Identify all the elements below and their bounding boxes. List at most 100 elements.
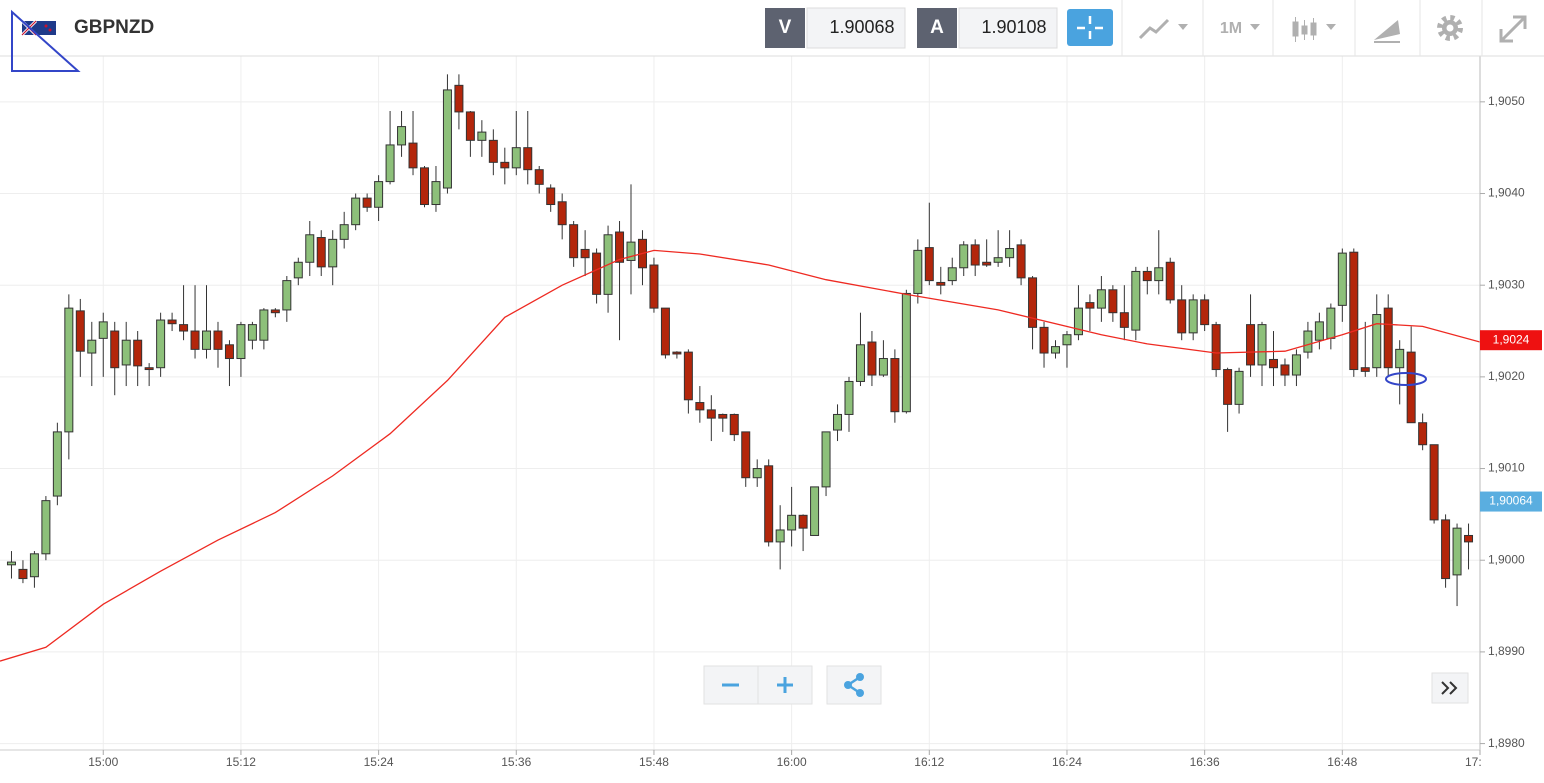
candle-body: [385, 144, 395, 183]
candle-style-button[interactable]: [1292, 17, 1336, 42]
y-axis-panel: [1480, 56, 1544, 783]
zoom-in-button[interactable]: [757, 665, 813, 705]
axes: 1,8980 1,8990 1,9000 1,9010 1,9020 1,9030 1,90…: [88, 94, 1544, 783]
candle-body: [1291, 354, 1301, 376]
candle-body: [1223, 369, 1233, 405]
candle-body: [41, 500, 51, 555]
candle-body: [339, 224, 349, 240]
candle-body: [488, 139, 498, 163]
candle-body: [833, 413, 843, 431]
annotation-triangle: [11, 9, 81, 72]
candle-body: [465, 111, 475, 141]
ask-button[interactable]: A 1.90108: [917, 7, 1058, 49]
ask-price: 1.90108: [981, 17, 1046, 37]
candle-body: [775, 529, 785, 543]
candle-body: [913, 249, 923, 294]
candle-body: [695, 402, 705, 411]
candle-body: [1119, 312, 1129, 328]
scroll-right-button[interactable]: [1431, 672, 1469, 704]
candle-body: [557, 201, 567, 226]
candle-body: [844, 380, 854, 415]
candle-body: [6, 561, 16, 566]
y-tick-label: 1,8980: [1488, 736, 1525, 750]
drawing-tools-button[interactable]: [1374, 20, 1400, 43]
candle-body: [901, 292, 911, 413]
y-tick-label: 1,9010: [1488, 461, 1525, 475]
candle-body: [144, 367, 154, 371]
candle-body: [121, 339, 131, 366]
candle-body: [1234, 370, 1244, 405]
moving-average: [0, 249, 1480, 662]
candle-body: [202, 330, 212, 350]
plot-area: [0, 74, 1480, 662]
candle-body: [1062, 334, 1072, 346]
settings-button[interactable]: [1437, 15, 1463, 41]
candle-body: [397, 126, 407, 146]
symbol-title: GBPNZD: [74, 17, 154, 38]
candle-body: [1131, 270, 1141, 331]
candle-body: [64, 307, 74, 433]
candle-body: [1464, 534, 1474, 543]
candle-body: [947, 267, 957, 282]
candle-body: [351, 197, 361, 226]
fullscreen-button[interactable]: [1499, 15, 1527, 43]
candle-body: [1360, 367, 1370, 372]
x-tick-label: 15:36: [501, 755, 531, 769]
candle-body: [569, 224, 579, 259]
y-tick-label: 1,9020: [1488, 369, 1525, 383]
price-marker: [1480, 330, 1542, 351]
candle-body: [615, 231, 625, 263]
candle-body: [523, 147, 533, 171]
x-tick-label: 16:12: [914, 755, 944, 769]
candle-body: [75, 310, 85, 352]
candle-body: [1303, 330, 1313, 353]
share-button[interactable]: [826, 665, 882, 705]
candle-body: [156, 319, 166, 369]
candle-body: [706, 409, 716, 419]
candle-body: [1406, 351, 1416, 424]
candle-body: [1257, 324, 1267, 366]
candle-body: [1326, 307, 1336, 339]
candle-body: [752, 468, 762, 479]
zoom-out-button[interactable]: [703, 665, 759, 705]
bid-label: V: [779, 17, 792, 38]
candle-body: [1280, 364, 1290, 376]
candle-body: [477, 131, 487, 141]
x-tick-label: 15:12: [226, 755, 256, 769]
candle-body: [764, 465, 774, 543]
price-marker-label: 1,9024: [1493, 332, 1530, 346]
candle-body: [1142, 270, 1152, 282]
candle-body: [236, 324, 246, 360]
candle-body: [1395, 348, 1405, 369]
candle-body: [1188, 299, 1198, 334]
bid-button[interactable]: V 1.90068: [765, 7, 906, 49]
x-tick-label: 15:00: [88, 755, 118, 769]
candle-body: [924, 247, 934, 282]
candle-body: [454, 84, 464, 113]
candle-body: [328, 238, 338, 268]
candle-body: [878, 358, 888, 376]
candle-body: [741, 431, 751, 479]
candle-body: [500, 161, 510, 169]
candle-body: [167, 319, 177, 325]
candle-body: [1441, 519, 1451, 580]
candle-body: [282, 280, 292, 311]
chart-type-button[interactable]: [1138, 18, 1188, 40]
candle-body: [546, 187, 556, 206]
x-tick-label: 15:48: [639, 755, 669, 769]
candle-body: [1372, 314, 1382, 369]
candle-body: [442, 89, 452, 189]
candle-body: [87, 339, 97, 354]
candle-body: [649, 264, 659, 309]
candle-body: [224, 344, 234, 360]
candle-body: [1314, 321, 1324, 341]
candle-body: [1154, 267, 1164, 282]
candle-body: [867, 341, 877, 376]
candle-body: [374, 181, 384, 208]
candle-body: [305, 234, 315, 263]
timeframe-button[interactable]: 1M: [1220, 20, 1260, 37]
candle-body: [936, 281, 946, 286]
crosshair-button[interactable]: [1067, 9, 1113, 46]
candle-body: [270, 309, 280, 314]
